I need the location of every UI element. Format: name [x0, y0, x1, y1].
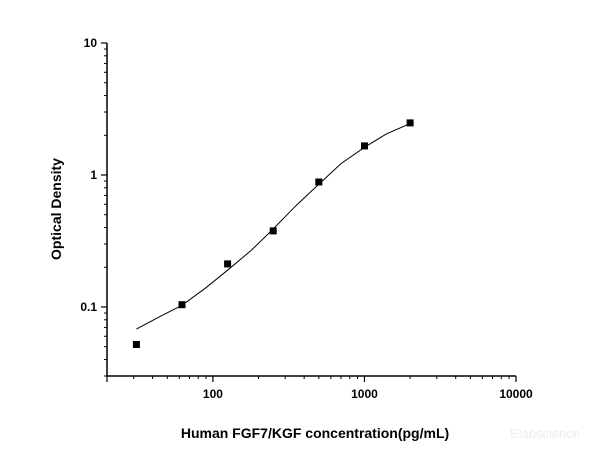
fit-line [136, 123, 411, 330]
data-point-marker [315, 178, 323, 186]
axes: 100 1000 10000 0.1 1 10 [80, 36, 533, 401]
y-axis-title: Optical Density [48, 158, 64, 260]
data-point-marker [132, 341, 140, 348]
x-axis-title: Human FGF7/KGF concentration(pg/mL) [181, 425, 449, 441]
data-point-marker [224, 260, 232, 268]
y-tick-label: 1 [90, 168, 97, 182]
data-points [132, 119, 414, 348]
x-tick-label: 1000 [351, 387, 378, 401]
y-tick-label: 0.1 [80, 300, 97, 314]
x-tick-label: 100 [203, 387, 223, 401]
data-point-marker [269, 227, 277, 235]
fitted-curve [136, 123, 411, 330]
watermark: Elabscience [510, 426, 580, 441]
data-point-marker [406, 119, 414, 127]
x-tick-label: 10000 [499, 387, 533, 401]
data-point-marker [178, 301, 186, 309]
data-point-marker [361, 142, 368, 150]
y-tick-label: 10 [84, 36, 98, 50]
